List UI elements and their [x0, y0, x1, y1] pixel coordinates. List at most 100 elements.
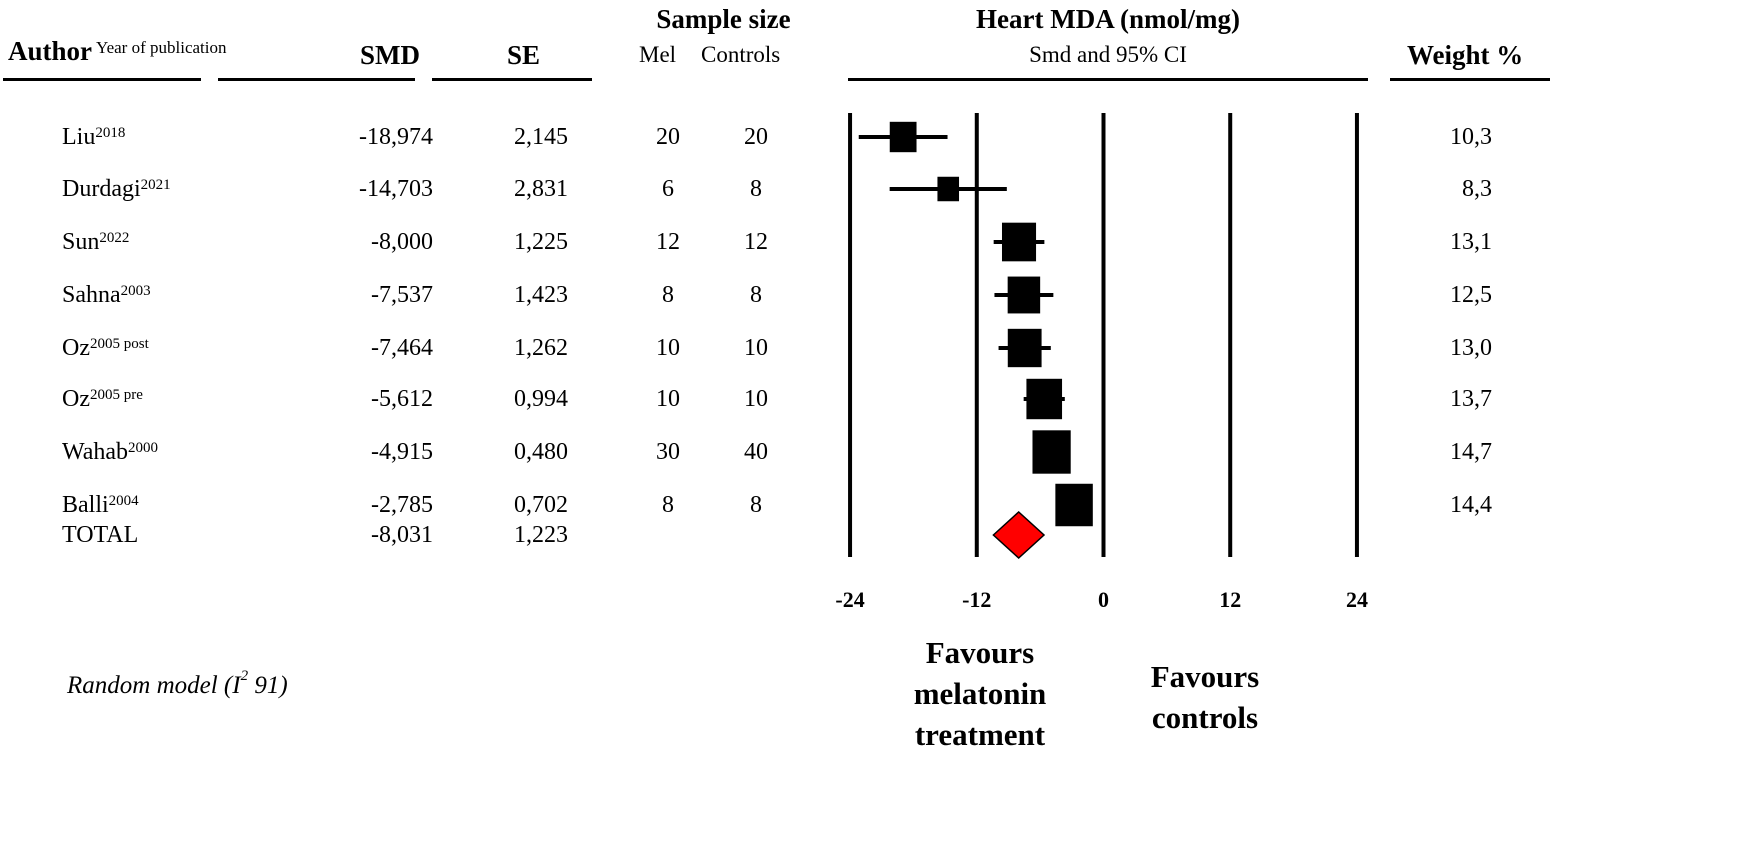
study-mel-n: 20: [656, 124, 680, 150]
favours-left-line-3: treatment: [914, 717, 1046, 752]
study-author-name: Durdagi: [62, 176, 141, 202]
study-marker: [889, 121, 917, 153]
chart-title: Heart MDA (nmol/mg): [976, 4, 1240, 34]
study-weight: 8,3: [1462, 176, 1492, 202]
study-controls-n: 20: [744, 124, 768, 150]
study-smd: -2,785: [371, 492, 433, 518]
study-author: Sun2022: [62, 228, 129, 256]
study-weight: 13,0: [1450, 335, 1492, 361]
author-column-underline: [3, 78, 201, 81]
study-marker: [1007, 328, 1042, 368]
study-weight: 12,5: [1450, 282, 1492, 308]
study-author-name: Oz: [62, 335, 90, 361]
study-se: 2,831: [514, 176, 568, 202]
study-author: Liu2018: [62, 123, 125, 151]
model-note-suffix: 91): [248, 672, 288, 699]
study-author: Sahna2003: [62, 281, 151, 309]
favours-left-line-1: Favours: [925, 635, 1035, 670]
study-smd: -7,464: [371, 335, 433, 361]
favours-controls-label: Favours controls: [1105, 656, 1305, 738]
study-author-name: Liu: [62, 124, 96, 150]
study-mel-n: 30: [656, 439, 680, 465]
study-weight: 14,7: [1450, 439, 1492, 465]
study-se: 2,145: [514, 124, 568, 150]
study-author: Oz2005 pre: [62, 385, 143, 413]
author-header: Author Year of publication: [8, 36, 227, 67]
study-smd: -18,974: [359, 124, 433, 150]
mel-header: Mel: [639, 42, 677, 67]
study-year: 2005 pre: [89, 387, 143, 403]
smd-se-underline: [218, 78, 415, 81]
favours-right-line-1: Favours: [1150, 659, 1260, 694]
study-year: 2021: [140, 177, 171, 193]
study-author: Oz2005 post: [62, 334, 149, 362]
study-controls-n: 8: [750, 282, 762, 308]
study-year: 2005 post: [89, 336, 149, 352]
chart-subtitle: Smd and 95% CI: [1029, 42, 1187, 67]
study-author-name: Oz: [62, 386, 90, 412]
year-note: Year of publication: [96, 38, 227, 57]
favours-left-line-2: melatonin: [913, 676, 1047, 711]
study-author-name: Sahna: [62, 282, 121, 308]
study-controls-n: 10: [744, 386, 768, 412]
study-mel-n: 12: [656, 229, 680, 255]
study-controls-n: 12: [744, 229, 768, 255]
model-note-prefix: Random model (I: [67, 672, 241, 699]
study-marker: [1055, 483, 1093, 527]
study-se: 1,423: [514, 282, 568, 308]
study-smd: -5,612: [371, 386, 433, 412]
study-marker: [1007, 276, 1041, 314]
study-se: 0,994: [514, 386, 568, 412]
study-se: 1,225: [514, 229, 568, 255]
total-diamond: [992, 510, 1046, 560]
study-marker: [937, 176, 960, 202]
study-smd: -8,000: [371, 229, 433, 255]
study-controls-n: 8: [750, 176, 762, 202]
study-year: 2000: [128, 440, 159, 456]
study-mel-n: 8: [662, 282, 674, 308]
study-author-name: Balli: [62, 492, 109, 518]
study-se: 0,702: [514, 492, 568, 518]
se-header: SE: [507, 40, 541, 70]
study-author: Durdagi2021: [62, 175, 171, 203]
study-mel-n: 10: [656, 335, 680, 361]
study-controls-n: 10: [744, 335, 768, 361]
study-weight: 14,4: [1450, 492, 1492, 518]
study-weight: 10,3: [1450, 124, 1492, 150]
study-se: 0,480: [514, 439, 568, 465]
study-year: 2018: [95, 125, 126, 141]
author-header-label: Author: [8, 36, 93, 66]
study-author: Balli2004: [62, 491, 139, 519]
study-smd: -14,703: [359, 176, 433, 202]
total-se: 1,223: [514, 522, 568, 548]
study-author-name: Sun: [62, 229, 100, 255]
x-tick-label: -24: [835, 587, 865, 612]
x-tick-label: 12: [1219, 587, 1242, 612]
total-smd: -8,031: [371, 522, 433, 548]
study-smd: -4,915: [371, 439, 433, 465]
study-marker: [1001, 222, 1037, 262]
study-mel-n: 10: [656, 386, 680, 412]
model-note: Random model (I2 91): [67, 668, 288, 700]
study-author: Wahab2000: [62, 438, 158, 466]
total-label: TOTAL: [62, 522, 139, 548]
study-year: 2022: [99, 230, 130, 246]
study-controls-n: 40: [744, 439, 768, 465]
study-year: 2004: [108, 493, 139, 509]
favours-right-line-2: controls: [1151, 700, 1259, 735]
study-weight: 13,1: [1450, 229, 1492, 255]
study-marker: [1032, 430, 1071, 474]
chart-title-underline: [848, 78, 1368, 81]
study-year: 2003: [120, 283, 151, 299]
controls-header: Controls: [701, 42, 781, 67]
study-smd: -7,537: [371, 282, 433, 308]
model-note-sup: 2: [240, 668, 249, 684]
sample-size-underline: [432, 78, 592, 81]
study-weight: 13,7: [1450, 386, 1492, 412]
x-tick-label: -12: [962, 587, 992, 612]
weight-underline: [1390, 78, 1550, 81]
x-tick-label: 24: [1345, 587, 1368, 612]
study-mel-n: 8: [662, 492, 674, 518]
x-tick-label: 0: [1098, 587, 1109, 612]
